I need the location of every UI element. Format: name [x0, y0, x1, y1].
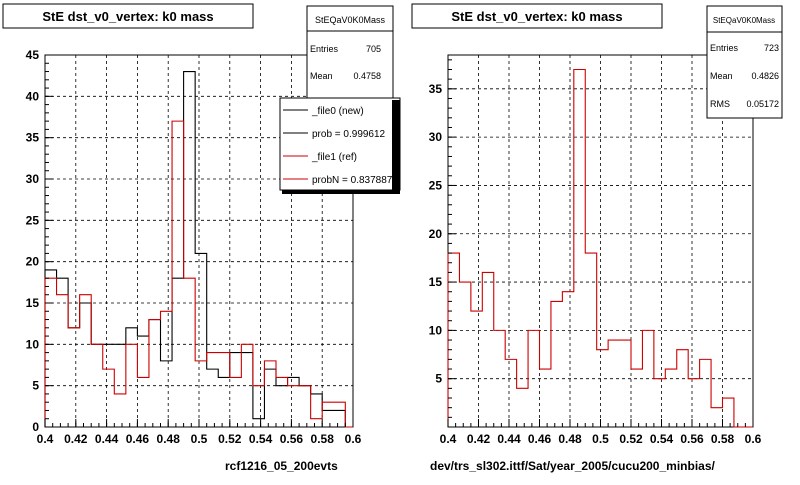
right-axes: 0.4 0.42 0.44 0.46 0.48 0.5 0.52 0.54 0.56 0.58 0.… [429, 59, 762, 446]
right-y-tick-label: 15 [429, 275, 443, 289]
left-histograms [44, 70, 353, 428]
legend-entry-new: _file0 (new) [311, 106, 364, 117]
left-x-tick-label: 0.52 [218, 432, 242, 446]
left-panel: 0.4 0.42 0.44 0.46 0.48 0.5 0.52 0.54 0.56 0.58 0.… [2, 3, 401, 473]
right-x-tick-label: 0.52 [619, 432, 643, 446]
legend-entry-ref: _file1 (ref) [311, 152, 357, 163]
left-x-tick-label: 0.48 [157, 432, 181, 446]
right-y-tick-label: 30 [429, 130, 443, 144]
right-title-box [411, 3, 663, 29]
left-y-tick-label: 10 [26, 337, 40, 351]
left-y-tick-label: 25 [26, 213, 40, 227]
left-stats-mean-value: 0.4758 [353, 71, 381, 81]
right-x-tick-label: 0.58 [711, 432, 735, 446]
left-y-tick-label: 5 [32, 379, 39, 393]
left-stats-name: StEQaV0K0Mass [315, 15, 386, 25]
right-x-tick-label: 0.42 [467, 432, 491, 446]
left-x-tick-label: 0.54 [249, 432, 273, 446]
right-y-tick-label: 10 [429, 323, 443, 337]
left-series-1 [44, 120, 353, 428]
right-x-tick-label: 0.54 [650, 432, 674, 446]
right-stats-entries-value: 723 [764, 43, 779, 53]
left-x-tick-label: 0.5 [191, 432, 208, 446]
left-y-tick-label: 30 [26, 172, 40, 186]
right-stats-box: StEQaV0K0Mass Entries 723 Mean 0.4826 RM… [706, 5, 783, 119]
left-stats-box: StEQaV0K0Mass Entries 705 Mean 0.4758 [306, 5, 394, 99]
left-stats-entries-value: 705 [366, 44, 381, 54]
left-y-tick-label: 45 [26, 48, 40, 62]
right-stats-mean-label: Mean [710, 71, 733, 81]
left-y-tick-label: 35 [26, 131, 40, 145]
right-x-tick-label: 0.5 [592, 432, 609, 446]
left-x-tick-label: 0.4 [37, 432, 54, 446]
left-y-tick-label: 40 [26, 89, 40, 103]
right-histograms [447, 68, 753, 428]
left-x-tick-label: 0.42 [64, 432, 88, 446]
legend-entry-prob: prob = 0.999612 [312, 129, 386, 140]
right-series-0 [447, 68, 753, 428]
right-y-tick-label: 25 [429, 178, 443, 192]
left-stats-mean-label: Mean [310, 71, 333, 81]
right-caption: dev/trs_sl302.ittf/Sat/year_2005/cucu200… [430, 459, 715, 473]
right-y-tick-label: 20 [429, 227, 443, 241]
left-title: StE dst_v0_vertex: k0 mass [42, 9, 213, 24]
right-y-tick-label: 35 [429, 82, 443, 96]
right-x-tick-label: 0.46 [528, 432, 552, 446]
right-x-tick-label: 0.56 [680, 432, 704, 446]
right-x-tick-label: 0.48 [558, 432, 582, 446]
left-y-tick-label: 20 [26, 255, 40, 269]
left-stats-entries-label: Entries [310, 44, 339, 54]
legend-entry-probn: probN = 0.837887 [312, 175, 393, 186]
left-x-tick-label: 0.46 [126, 432, 150, 446]
right-x-tick-label: 0.4 [440, 432, 457, 446]
right-x-tick-label: 0.6 [745, 432, 762, 446]
left-x-tick-label: 0.6 [345, 432, 362, 446]
left-axes: 0.4 0.42 0.44 0.46 0.48 0.5 0.52 0.54 0.56 0.58 0.… [26, 48, 362, 446]
left-caption: rcf1216_05_200evts [225, 459, 338, 473]
right-stats-rms-value: 0.05172 [746, 99, 779, 109]
right-stats-mean-value: 0.4826 [751, 71, 779, 81]
right-title: StE dst_v0_vertex: k0 mass [451, 9, 622, 24]
left-x-tick-label: 0.58 [311, 432, 335, 446]
right-stats-entries-label: Entries [710, 43, 739, 53]
left-y-tick-label: 0 [32, 420, 39, 434]
left-x-tick-label: 0.56 [280, 432, 304, 446]
right-y-tick-label: 5 [435, 372, 442, 386]
right-stats-rms-label: RMS [710, 99, 730, 109]
right-x-tick-label: 0.44 [497, 432, 521, 446]
left-legend: _file0 (new) prob = 0.999612 _file1 (ref… [279, 97, 401, 194]
right-panel: 0.4 0.42 0.44 0.46 0.48 0.5 0.52 0.54 0.56 0.58 0.… [411, 3, 783, 473]
left-title-box [2, 3, 254, 29]
left-x-tick-label: 0.44 [95, 432, 119, 446]
left-y-tick-label: 15 [26, 296, 40, 310]
right-stats-name: StEQaV0K0Mass [713, 16, 775, 25]
